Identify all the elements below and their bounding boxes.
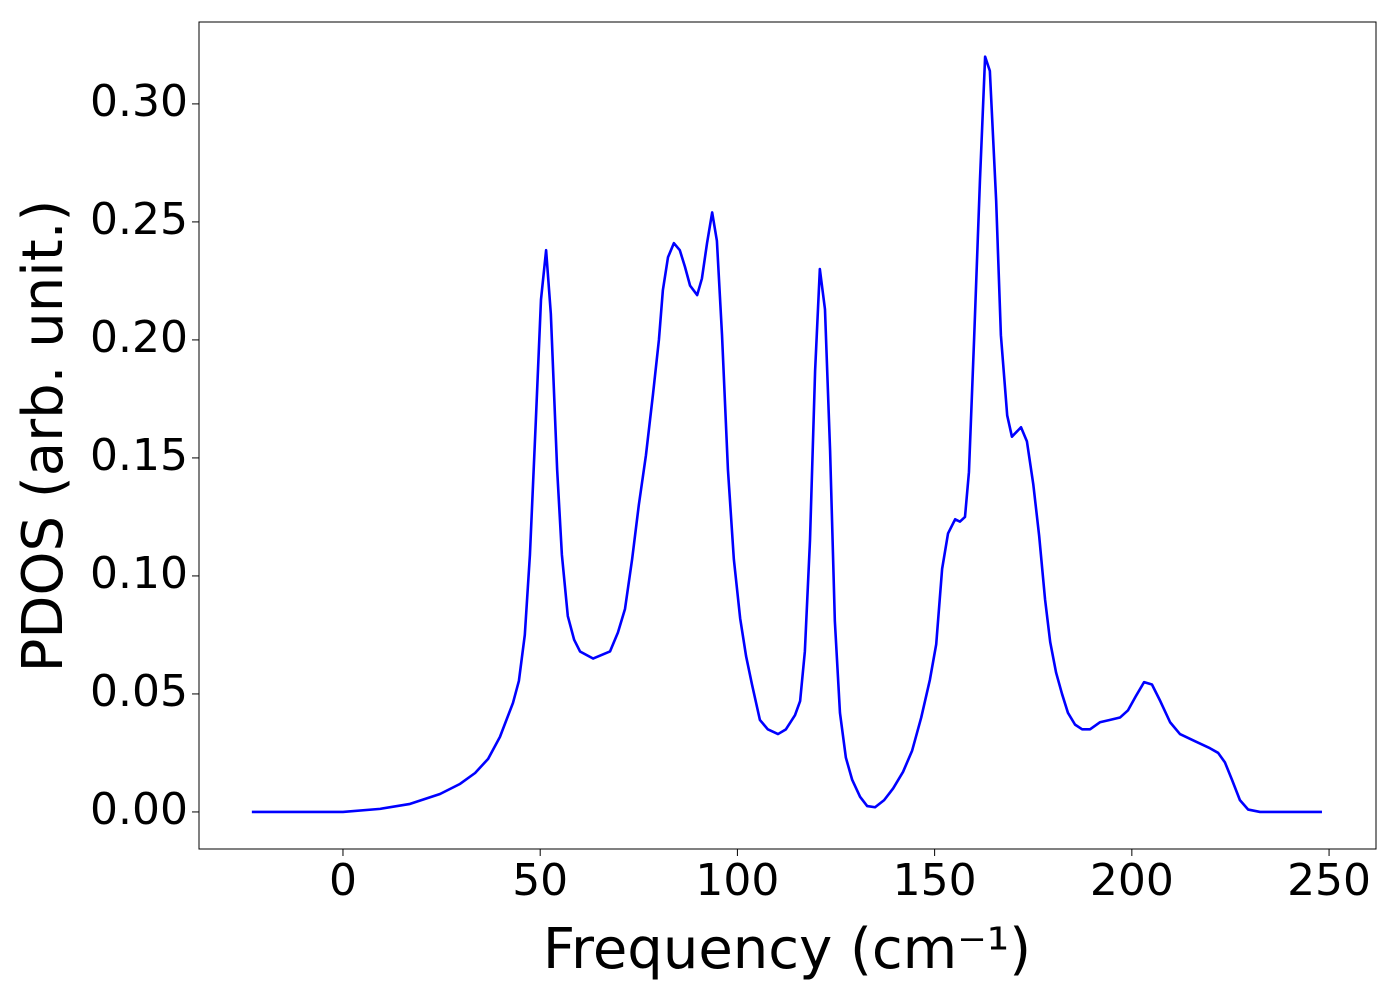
y-tick-label: 0.25 — [90, 194, 188, 245]
x-tick-label: 250 — [1287, 855, 1371, 906]
x-tick-label: 150 — [893, 855, 977, 906]
data-line — [251, 55, 1322, 814]
x-axis-label: Frequency (cm⁻¹) — [543, 917, 1031, 982]
x-tick-label: 0 — [329, 855, 357, 906]
y-tick-label: 0.15 — [90, 430, 188, 481]
y-axis-label: PDOS (arb. unit.) — [11, 200, 76, 673]
plot-frame — [198, 21, 1377, 850]
x-tick-label: 100 — [695, 855, 779, 906]
y-tick-label: 0.00 — [90, 784, 188, 835]
y-tick-label: 0.20 — [90, 312, 188, 363]
x-tick-label: 200 — [1090, 855, 1174, 906]
y-tick-label: 0.10 — [90, 548, 188, 599]
y-tick-label: 0.05 — [90, 666, 188, 717]
x-tick-label: 50 — [512, 855, 568, 906]
y-tick-label: 0.30 — [90, 76, 188, 127]
